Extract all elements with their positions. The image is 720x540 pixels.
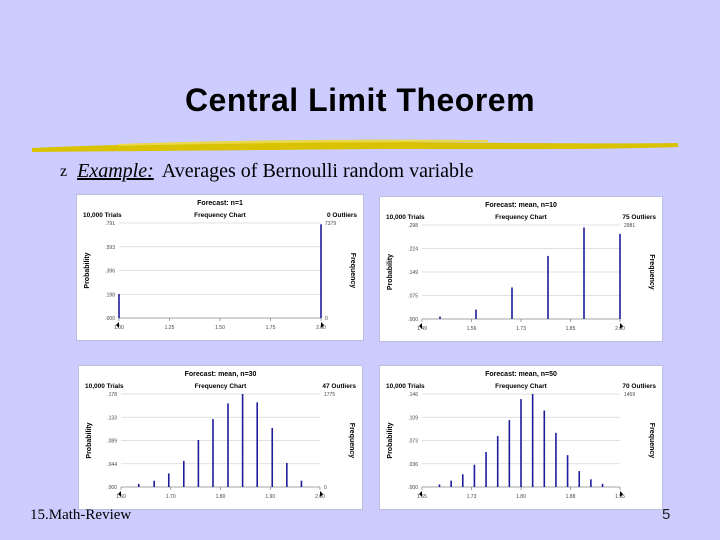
- range-marker-left: [116, 322, 119, 328]
- x-tick-label: 1.80: [516, 494, 526, 500]
- chart-outliers: 0 Outliers: [327, 212, 357, 219]
- y-tick-label: .044: [107, 462, 117, 468]
- x-tick-label: 1.90: [265, 494, 275, 500]
- chart-title: Forecast: mean, n=30: [185, 371, 257, 378]
- slide-title: Central Limit Theorem: [184, 82, 536, 118]
- x-tick-label: 1.73: [516, 326, 526, 332]
- underline-stroke: [32, 141, 678, 152]
- y-tick-label-right: 1775: [324, 392, 335, 398]
- range-marker-right: [620, 491, 623, 497]
- y-axis-label-right: Frequency: [348, 423, 355, 459]
- y-tick-label: .146: [408, 392, 418, 398]
- chart-trials: 10,000 Trials: [386, 383, 425, 390]
- range-marker-right: [321, 322, 324, 328]
- chart-trials: 10,000 Trials: [83, 212, 122, 219]
- page-number: 5: [662, 506, 671, 523]
- chart-title: Forecast: mean, n=50: [485, 371, 557, 378]
- chart-title: Forecast: n=1: [197, 200, 243, 207]
- x-tick-label: 1.50: [215, 325, 225, 331]
- y-tick-label: .178: [107, 392, 117, 398]
- chart-panel-n50: Forecast: mean, n=50 10,000 Trials Frequen…: [379, 365, 663, 510]
- y-tick-label-right: 7379: [325, 221, 336, 227]
- range-marker-right: [320, 491, 323, 497]
- x-tick-label: 1.80: [216, 494, 226, 500]
- x-tick-label: 1.49: [417, 326, 427, 332]
- x-tick-label: 2.00: [615, 326, 625, 332]
- y-tick-label: .075: [408, 294, 418, 300]
- y-axis-label-right: Frequency: [648, 254, 655, 290]
- x-tick-label: 1.85: [566, 326, 576, 332]
- y-tick-label: .149: [408, 270, 418, 276]
- y-tick-label-right: 2981: [624, 223, 635, 229]
- chart-outliers: 47 Outliers: [322, 383, 356, 390]
- y-axis-label-right: Frequency: [349, 253, 356, 289]
- y-tick-label-right: 0: [325, 316, 328, 322]
- x-tick-label: 1.65: [417, 494, 427, 500]
- x-tick-label: 1.95: [615, 494, 625, 500]
- chart-subtitle: Frequency Chart: [194, 212, 246, 219]
- y-tick-label: .000: [105, 316, 115, 322]
- y-axis-label: Probability: [84, 252, 91, 288]
- x-tick-label: 1.75: [266, 325, 276, 331]
- y-tick-label: .593: [105, 245, 115, 251]
- range-marker-right: [620, 323, 623, 329]
- y-axis-label: Probability: [387, 422, 394, 458]
- x-tick-label: 1.88: [566, 494, 576, 500]
- chart-subtitle: Frequency Chart: [495, 214, 547, 221]
- x-tick-label: 1.60: [116, 494, 126, 500]
- chart-title: Forecast: mean, n=10: [485, 202, 557, 209]
- chart-subtitle: Frequency Chart: [195, 383, 247, 390]
- y-tick-label: .000: [408, 317, 418, 323]
- y-axis-label: Probability: [86, 422, 93, 458]
- chart-panel-n10: Forecast: mean, n=10 10,000 Trials Frequen…: [379, 196, 663, 342]
- range-marker-left: [419, 491, 422, 497]
- chart-panel-n1: Forecast: n=1 10,000 Trials Frequency Char…: [76, 194, 364, 341]
- chart-trials: 10,000 Trials: [386, 214, 425, 221]
- footer-label: 15.Math-Review: [30, 507, 132, 523]
- chart-n1: Forecast: n=1 10,000 Trials Frequency Char…: [83, 200, 357, 331]
- x-tick-label: 1.70: [166, 494, 176, 500]
- chart-n10: Forecast: mean, n=10 10,000 Trials Frequen…: [386, 202, 656, 332]
- chart-n30: Forecast: mean, n=30 10,000 Trials Frequen…: [85, 371, 356, 500]
- y-tick-label: .109: [408, 415, 418, 421]
- y-tick-label: .133: [107, 415, 117, 421]
- y-axis-label: Probability: [387, 254, 394, 290]
- range-marker-left: [419, 323, 422, 329]
- chart-outliers: 70 Outliers: [622, 383, 656, 390]
- x-tick-label: 2.00: [315, 494, 325, 500]
- y-tick-label: .036: [408, 462, 418, 468]
- y-tick-label-right: 1459: [624, 392, 635, 398]
- bullet-line: z Example: Averages of Bernoulli random va…: [60, 160, 474, 183]
- y-tick-label-right: 0: [324, 485, 327, 491]
- y-tick-label: .000: [408, 485, 418, 491]
- x-tick-label: 2.00: [316, 325, 326, 331]
- y-tick-label: .198: [105, 292, 115, 298]
- x-tick-label: 1.73: [467, 494, 477, 500]
- y-tick-label: .396: [105, 269, 115, 275]
- chart-subtitle: Frequency Chart: [495, 383, 547, 390]
- bullet-symbol: z: [60, 163, 68, 180]
- bullet-label: Example:: [77, 160, 154, 182]
- y-tick-label: .073: [408, 439, 418, 445]
- x-tick-label: 1.25: [165, 325, 175, 331]
- bullet-text: Averages of Bernoulli random variable: [161, 160, 474, 182]
- chart-outliers: 75 Outliers: [622, 214, 656, 221]
- range-marker-left: [118, 491, 121, 497]
- y-tick-label: .224: [408, 247, 418, 253]
- y-tick-label: .298: [408, 223, 418, 229]
- x-tick-label: 1.56: [467, 326, 477, 332]
- y-tick-label: .089: [107, 439, 117, 445]
- x-tick-label: 1.00: [114, 325, 124, 331]
- y-tick-label: .000: [107, 485, 117, 491]
- underline-highlight: [118, 139, 488, 146]
- title-underline: [32, 139, 678, 152]
- chart-n50: Forecast: mean, n=50 10,000 Trials Frequen…: [386, 371, 656, 500]
- chart-trials: 10,000 Trials: [85, 383, 124, 390]
- y-axis-label-right: Frequency: [648, 423, 655, 459]
- chart-panel-n30: Forecast: mean, n=30 10,000 Trials Frequen…: [78, 365, 363, 510]
- y-tick-label: .791: [105, 221, 115, 227]
